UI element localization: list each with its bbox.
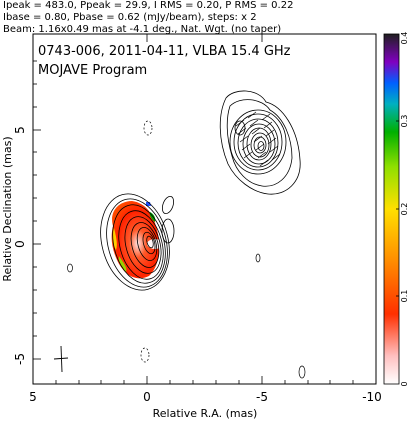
y-axis-label: Relative Declination (mas): [1, 136, 14, 281]
noise-contours: [67, 120, 306, 379]
map-subtitle: MOJAVE Program: [38, 63, 147, 78]
axis-ticks: [32, 34, 377, 384]
header-line-1: Ipeak = 483.0, Ppeak = 29.9, I RMS = 0.2…: [3, 0, 294, 11]
core-contours: [100, 193, 175, 291]
colorbar-label: 0.1: [400, 290, 409, 303]
colorbar-label: 0.3: [400, 115, 409, 128]
y-tick-label: 5: [13, 126, 27, 134]
x-tick-label: -10: [362, 390, 382, 404]
x-tick-label: 0: [143, 390, 151, 404]
header-line-2: Ibase = 0.80, Pbase = 0.62 (mJy/beam), s…: [3, 12, 257, 23]
polarization-vectors: [235, 111, 281, 167]
y-tick-label: 0: [13, 240, 27, 248]
jet-contours: [219, 90, 301, 195]
colorbar-ticks: [396, 120, 399, 297]
restoring-beam: [53, 345, 69, 373]
colorbar-label: 0.2: [400, 203, 409, 216]
colorbar-label: 0.4: [400, 32, 409, 45]
x-tick-label: 5: [29, 390, 37, 404]
map-title: 0743-006, 2011-04-11, VLBA 15.4 GHz: [38, 44, 291, 59]
x-tick-label: -5: [256, 390, 268, 404]
x-axis-label: Relative R.A. (mas): [153, 407, 258, 420]
header-line-3: Beam: 1.16x0.49 mas at -4.1 deg., Nat. W…: [3, 24, 282, 35]
colorbar-label: 0: [400, 381, 409, 386]
y-tick-label: -5: [13, 353, 27, 365]
plot-frame: [32, 33, 377, 385]
